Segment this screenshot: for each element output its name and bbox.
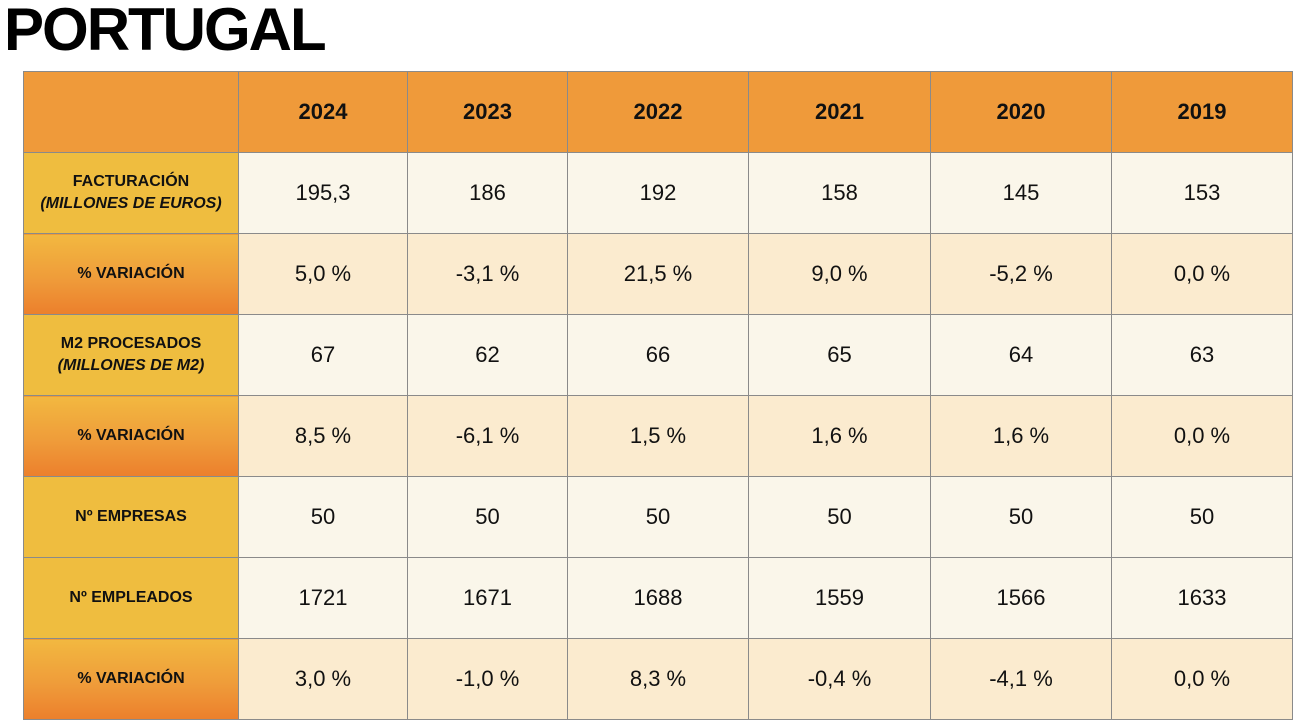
table-row: % VARIACIÓN 3,0 % -1,0 % 8,3 % -0,4 % -4,1 % 0… (23, 638, 1293, 720)
row-label: Nº EMPRESAS (23, 476, 239, 558)
page-title: PORTUGAL (4, 0, 327, 63)
table-cell: 21,5 % (567, 233, 749, 315)
row-label-text: % VARIACIÓN (77, 427, 185, 444)
table-row: FACTURACIÓN (MILLONES DE EUROS) 195,3 186 19… (23, 152, 1293, 234)
column-header-empty (23, 71, 239, 153)
table-row: M2 PROCESADOS (MILLONES DE M2) 67 62 66 65 64 6… (23, 314, 1293, 396)
table-cell: 1,5 % (567, 395, 749, 477)
table-cell: 192 (567, 152, 749, 234)
column-header-2020: 2020 (930, 71, 1112, 153)
table-cell: -5,2 % (930, 233, 1112, 315)
row-label-text: Nº EMPRESAS (75, 508, 187, 525)
table-cell: 1,6 % (930, 395, 1112, 477)
table-cell: 8,5 % (238, 395, 408, 477)
column-header-2019: 2019 (1111, 71, 1293, 153)
row-label-text: M2 PROCESADOS (60, 335, 202, 352)
row-label-text: % VARIACIÓN (77, 670, 185, 687)
table-cell: -3,1 % (407, 233, 568, 315)
row-label-unit: (MILLONES DE M2) (57, 357, 205, 374)
table-cell: 67 (238, 314, 408, 396)
table-row: % VARIACIÓN 8,5 % -6,1 % 1,5 % 1,6 % 1,6 % 0,0… (23, 395, 1293, 477)
row-label-text: % VARIACIÓN (77, 265, 185, 282)
table-cell: 64 (930, 314, 1112, 396)
table-cell: 145 (930, 152, 1112, 234)
row-label-text: FACTURACIÓN (72, 173, 190, 190)
table-cell: 50 (1111, 476, 1293, 558)
table-cell: -1,0 % (407, 638, 568, 720)
table-cell: 1633 (1111, 557, 1293, 639)
row-label: % VARIACIÓN (23, 638, 239, 720)
table-cell: 5,0 % (238, 233, 408, 315)
column-header-2024: 2024 (238, 71, 408, 153)
table-cell: -0,4 % (748, 638, 931, 720)
table-cell: 1721 (238, 557, 408, 639)
table-row: Nº EMPRESAS 50 50 50 50 50 50 (23, 476, 1293, 558)
table-cell: 1688 (567, 557, 749, 639)
column-header-2021: 2021 (748, 71, 931, 153)
table-cell: 50 (930, 476, 1112, 558)
table-cell: 50 (238, 476, 408, 558)
table-body: FACTURACIÓN (MILLONES DE EUROS) 195,3 186 19… (23, 152, 1293, 720)
table-cell: 195,3 (238, 152, 408, 234)
table-cell: 1566 (930, 557, 1112, 639)
table-cell: 62 (407, 314, 568, 396)
table-cell: 1671 (407, 557, 568, 639)
column-header-2022: 2022 (567, 71, 749, 153)
row-label: Nº EMPLEADOS (23, 557, 239, 639)
data-table: 2024 2023 2022 2021 2020 2019 FACTURACIÓ… (23, 71, 1293, 720)
table-cell: 66 (567, 314, 749, 396)
table-cell: 1559 (748, 557, 931, 639)
table-cell: 50 (567, 476, 749, 558)
table-cell: 63 (1111, 314, 1293, 396)
table-cell: 158 (748, 152, 931, 234)
table-cell: 3,0 % (238, 638, 408, 720)
table-cell: 153 (1111, 152, 1293, 234)
table-cell: 0,0 % (1111, 395, 1293, 477)
table-cell: 0,0 % (1111, 233, 1293, 315)
table-cell: 50 (748, 476, 931, 558)
table-cell: 1,6 % (748, 395, 931, 477)
table-cell: -4,1 % (930, 638, 1112, 720)
row-label: % VARIACIÓN (23, 233, 239, 315)
header-row: 2024 2023 2022 2021 2020 2019 (23, 71, 1293, 153)
table-cell: 50 (407, 476, 568, 558)
table-cell: 8,3 % (567, 638, 749, 720)
table-row: % VARIACIÓN 5,0 % -3,1 % 21,5 % 9,0 % -5,2 % 0… (23, 233, 1293, 315)
table-cell: -6,1 % (407, 395, 568, 477)
row-label: % VARIACIÓN (23, 395, 239, 477)
row-label-text: Nº EMPLEADOS (69, 589, 193, 606)
table-cell: 65 (748, 314, 931, 396)
table-cell: 0,0 % (1111, 638, 1293, 720)
table-row: Nº EMPLEADOS 1721 1671 1688 1559 1566 1633 (23, 557, 1293, 639)
row-label: FACTURACIÓN (MILLONES DE EUROS) (23, 152, 239, 234)
row-label-unit: (MILLONES DE EUROS) (40, 195, 222, 212)
row-label: M2 PROCESADOS (MILLONES DE M2) (23, 314, 239, 396)
column-header-2023: 2023 (407, 71, 568, 153)
table-cell: 186 (407, 152, 568, 234)
table-cell: 9,0 % (748, 233, 931, 315)
